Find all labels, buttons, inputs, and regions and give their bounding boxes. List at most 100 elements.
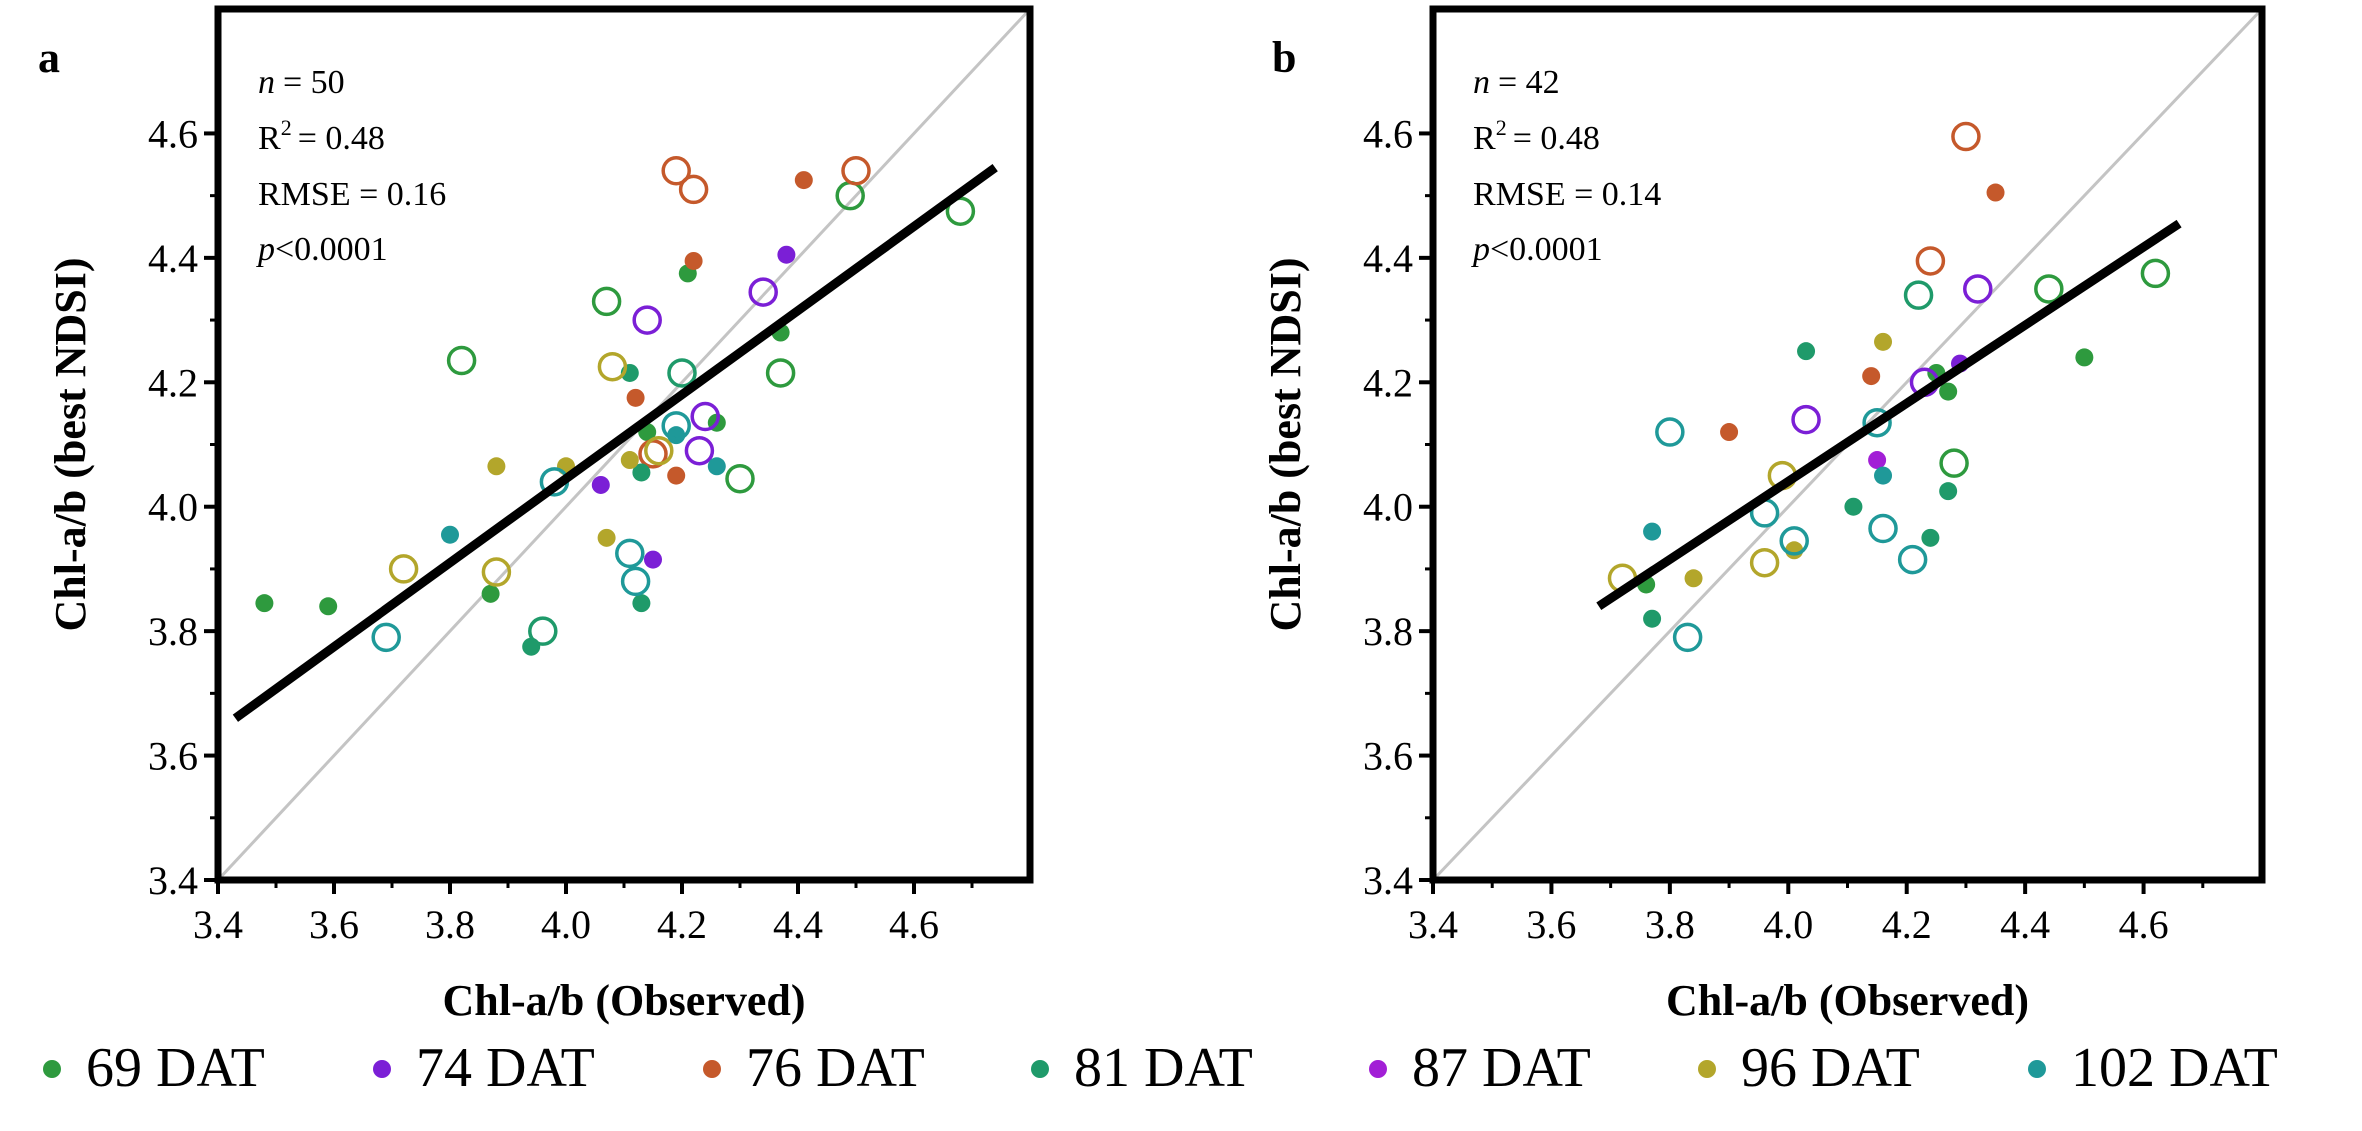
data-point xyxy=(1874,466,1893,485)
points xyxy=(255,156,976,656)
data-point-open xyxy=(1903,280,1934,310)
data-point-open xyxy=(765,358,796,388)
data-point-open xyxy=(835,180,865,211)
stat-r2-value: = 0.48 xyxy=(298,120,385,157)
data-point xyxy=(319,597,338,616)
y-tick-label: 4.6 xyxy=(1363,111,1413,156)
data-point-open xyxy=(615,538,645,569)
data-point xyxy=(1684,569,1703,588)
data-point-open xyxy=(667,358,697,388)
data-point xyxy=(632,463,651,482)
data-point-open xyxy=(1897,544,1928,575)
data-point xyxy=(1844,497,1863,516)
data-point xyxy=(1797,342,1816,361)
data-point-open xyxy=(597,351,628,382)
stat-n-label: n xyxy=(258,64,275,101)
data-point-open xyxy=(1963,274,1993,304)
data-point-open xyxy=(446,345,477,376)
data-point-open xyxy=(1749,547,1780,578)
data-point-open xyxy=(1672,622,1703,653)
data-point xyxy=(644,550,662,569)
data-point xyxy=(1862,367,1881,386)
y-axis-title: Chl-a/b (best NDSI) xyxy=(1261,257,1310,631)
x-tick-label: 3.6 xyxy=(309,902,359,947)
data-point xyxy=(255,594,274,613)
data-point xyxy=(597,528,616,547)
panel-a: 3.4 3.6 3.8 4.0 4.2 4.4 4.6 3.4 3.6 3.8 4.0 4.2 4.4 4… xyxy=(38,5,1034,1025)
x-tick-label: 3.6 xyxy=(1526,902,1576,947)
data-point-open xyxy=(632,305,662,335)
data-point-open xyxy=(661,411,691,441)
y-tick-label: 4.0 xyxy=(148,485,198,530)
stat-r2-label: R xyxy=(1473,120,1496,157)
data-point xyxy=(794,171,813,190)
data-point xyxy=(1643,609,1662,628)
data-point xyxy=(441,525,459,544)
data-point xyxy=(2075,348,2094,367)
y-tick-label: 4.2 xyxy=(148,360,198,405)
y-tick-label: 3.6 xyxy=(148,734,198,779)
stat-r2-exponent: 2 xyxy=(281,115,292,140)
data-point-open xyxy=(678,174,709,205)
y-tick-label: 4.0 xyxy=(1363,485,1413,530)
y-tick-label: 3.6 xyxy=(1363,734,1413,779)
panel-b: 3.4 3.6 3.8 4.0 4.2 4.4 4.6 3.4 3.6 3.8 4.0 4.2 4.4 4… xyxy=(1261,5,2266,1025)
stat-n: n = 42 xyxy=(1473,64,1560,101)
regression-line xyxy=(232,164,998,722)
legend-marker xyxy=(373,1060,391,1078)
stat-rmse: RMSE = 0.14 xyxy=(1473,176,1661,213)
stat-n-value: = 50 xyxy=(283,64,345,101)
data-point xyxy=(522,637,541,656)
data-point xyxy=(481,584,500,603)
data-point xyxy=(591,475,610,494)
data-point-open xyxy=(1791,404,1821,435)
data-point-open xyxy=(1655,417,1685,447)
data-point-open xyxy=(1915,246,1946,276)
data-point-open xyxy=(388,554,419,584)
stat-n-label: n xyxy=(1473,64,1490,101)
data-point-open xyxy=(1951,121,1981,152)
data-point xyxy=(777,245,796,264)
data-point xyxy=(487,457,506,476)
data-point xyxy=(707,457,726,476)
data-point-open xyxy=(661,156,691,186)
y-tick-label: 4.2 xyxy=(1363,360,1413,405)
legend-item: 96 DAT xyxy=(1698,1037,1920,1099)
data-point xyxy=(1868,451,1887,470)
x-tick-label: 4.6 xyxy=(2119,902,2169,947)
data-point xyxy=(684,251,703,270)
legend-marker xyxy=(43,1060,61,1078)
legend-item: 81 DAT xyxy=(1031,1037,1253,1099)
legend-label: 74 DAT xyxy=(416,1037,595,1099)
stat-r2-value: = 0.48 xyxy=(1513,120,1600,157)
stat-p-value: <0.0001 xyxy=(275,231,388,268)
legend: 69 DAT 74 DAT 76 DAT 81 DAT 87 DAT 96 DAT 102 … xyxy=(43,1037,2278,1099)
y-tick-label: 3.8 xyxy=(1363,609,1413,654)
legend-item: 87 DAT xyxy=(1369,1037,1591,1099)
data-point-open xyxy=(481,557,512,587)
x-tick-label: 4.0 xyxy=(1763,902,1813,947)
stat-r2: R2 = 0.48 xyxy=(258,115,385,157)
x-tick-label: 3.4 xyxy=(193,902,243,947)
data-point xyxy=(620,451,639,470)
data-point-open xyxy=(690,401,720,432)
y-tick-label: 3.4 xyxy=(148,858,198,903)
y-tick-label: 4.4 xyxy=(148,236,198,281)
identity-line xyxy=(218,9,1030,880)
legend-marker xyxy=(1031,1060,1049,1078)
data-point xyxy=(1939,382,1958,401)
stat-rmse: RMSE = 0.16 xyxy=(258,176,446,213)
x-tick-label: 4.6 xyxy=(889,902,939,947)
data-point-open xyxy=(2140,258,2171,289)
legend-marker xyxy=(703,1060,721,1078)
data-point-open xyxy=(725,463,755,494)
data-point-open xyxy=(1868,513,1898,544)
data-point-open xyxy=(1862,407,1892,438)
data-point xyxy=(626,388,645,407)
x-tick-label: 4.0 xyxy=(541,902,591,947)
points xyxy=(1607,121,2171,653)
legend-item: 76 DAT xyxy=(703,1037,925,1099)
y-tick-label: 4.4 xyxy=(1363,236,1413,281)
